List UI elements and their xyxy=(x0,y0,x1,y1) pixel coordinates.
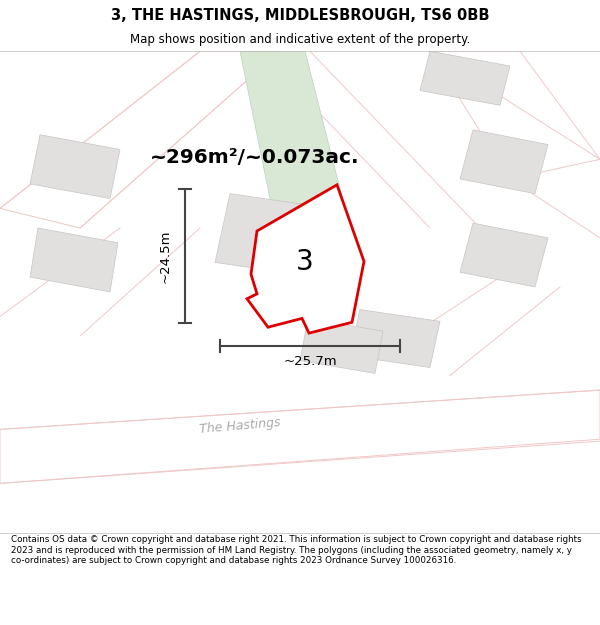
Polygon shape xyxy=(300,318,383,373)
Text: 3: 3 xyxy=(296,248,314,276)
Text: The Hastings: The Hastings xyxy=(199,416,281,436)
Polygon shape xyxy=(0,51,280,228)
Text: 3, THE HASTINGS, MIDDLESBROUGH, TS6 0BB: 3, THE HASTINGS, MIDDLESBROUGH, TS6 0BB xyxy=(111,8,489,23)
Text: ~24.5m: ~24.5m xyxy=(158,229,172,282)
Polygon shape xyxy=(247,185,364,333)
Text: Contains OS data © Crown copyright and database right 2021. This information is : Contains OS data © Crown copyright and d… xyxy=(11,535,581,565)
Text: ~25.7m: ~25.7m xyxy=(283,355,337,368)
Polygon shape xyxy=(430,51,600,179)
Polygon shape xyxy=(30,228,118,292)
Polygon shape xyxy=(240,51,345,223)
Polygon shape xyxy=(460,223,548,287)
Text: ~296m²/~0.073ac.: ~296m²/~0.073ac. xyxy=(150,148,360,167)
Polygon shape xyxy=(460,130,548,194)
Polygon shape xyxy=(215,194,345,279)
Text: Map shows position and indicative extent of the property.: Map shows position and indicative extent… xyxy=(130,34,470,46)
Polygon shape xyxy=(350,309,440,368)
Polygon shape xyxy=(30,135,120,199)
Polygon shape xyxy=(0,390,600,483)
Polygon shape xyxy=(420,51,510,105)
